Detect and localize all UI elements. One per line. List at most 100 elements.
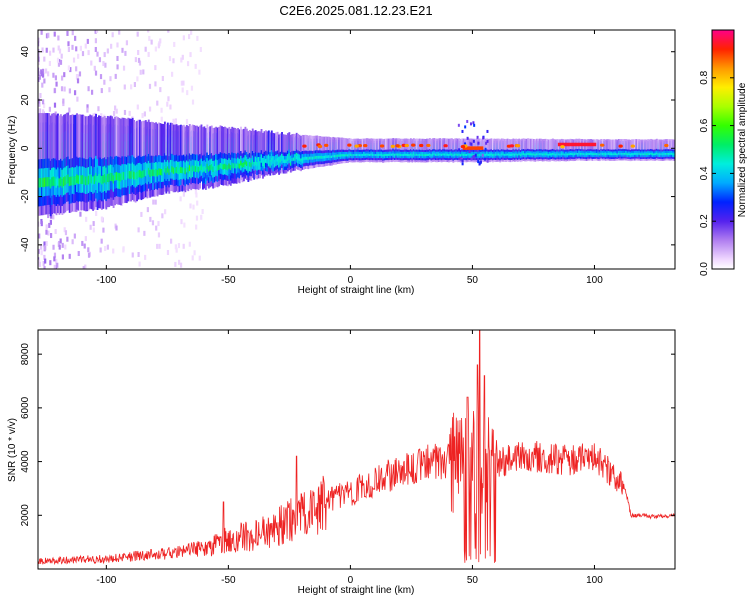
spectrogram-cell — [114, 105, 117, 111]
spectrogram-cell — [609, 139, 611, 150]
spectrogram-cell — [141, 113, 144, 119]
spectrogram-cell — [166, 101, 169, 107]
spectrogram-cell — [245, 128, 248, 153]
spectrogram-cell — [106, 244, 109, 250]
spectrogram-cell — [461, 129, 464, 133]
spectrogram-cell — [139, 69, 142, 75]
spectrogram-cell — [40, 221, 43, 227]
spectrogram-cell — [279, 133, 282, 152]
spectrogram-cell — [632, 139, 635, 150]
spectrogram-cell — [100, 88, 103, 94]
x-tick-label: -50 — [221, 575, 236, 586]
spectrogram-cell — [234, 127, 237, 154]
spectrogram-cell — [376, 138, 379, 150]
spectrogram-cell — [455, 138, 458, 150]
spectrogram-peak-cell — [618, 144, 623, 148]
spectrogram-cell — [137, 252, 140, 258]
spectrogram-cell — [631, 139, 633, 150]
spectrogram-cell — [197, 126, 200, 156]
spectrogram-cell — [216, 127, 219, 155]
spectrogram-cell — [311, 135, 314, 151]
spectrogram-cell — [115, 225, 118, 231]
spectrogram-cell — [170, 238, 173, 244]
spectrogram-cell — [448, 138, 450, 150]
spectrogram-cell — [266, 131, 269, 152]
spectrogram-cell — [83, 115, 86, 159]
spectrogram-peak-cell — [354, 144, 359, 148]
spectrogram-cell — [371, 138, 374, 150]
spectrogram-cell — [116, 55, 119, 61]
spectrogram-cell — [477, 141, 480, 145]
spectrogram-cell — [45, 229, 48, 235]
spectrogram-cell — [86, 107, 89, 113]
spectrogram-cell — [551, 138, 554, 149]
spectrogram-cell — [187, 126, 190, 156]
spectrogram-cell — [38, 59, 40, 65]
spectrogram-cell — [40, 30, 43, 35]
spectrogram-cell — [100, 238, 103, 244]
spectrogram-cell — [47, 32, 50, 38]
spectrogram-cell — [157, 221, 160, 227]
spectrogram-peak-cell — [419, 143, 424, 148]
spectrogram-cell — [553, 139, 556, 150]
spectrogram-cell — [38, 56, 40, 62]
spectrogram-cell — [63, 72, 66, 78]
spectrogram-cell — [44, 68, 48, 74]
spectrogram-cell — [486, 159, 489, 163]
spectrogram-cell — [344, 138, 346, 150]
spectrogram-hot-cell — [566, 142, 570, 147]
spectrogram-cell — [253, 130, 256, 154]
spectrogram-cell — [215, 126, 218, 154]
spectrogram-hot-cell — [569, 142, 573, 147]
spectrogram-cell — [175, 124, 178, 155]
spectrogram-peak-cell — [509, 144, 515, 148]
spectrogram-cell — [332, 136, 335, 150]
spectrogram-cell — [103, 116, 106, 158]
spectrogram-cell — [77, 114, 80, 158]
spectrogram-cell — [424, 138, 427, 151]
spectrogram-cell — [60, 53, 63, 59]
spectrogram-cell — [335, 137, 338, 151]
spectrogram-cell — [341, 137, 343, 150]
colorbar-tick-label: 0.6 — [699, 118, 710, 132]
x-tick-label: -100 — [96, 575, 116, 586]
spectrogram-hot-cell — [572, 142, 576, 147]
spectrogram-cell — [155, 225, 158, 231]
spectrogram-cell — [181, 125, 184, 156]
spectrogram-cell — [179, 196, 182, 202]
spectrogram-cell — [185, 124, 188, 155]
spectrogram-cell — [166, 122, 169, 154]
spectrogram-cell — [174, 119, 177, 125]
spectrogram-cell — [250, 130, 253, 154]
spectrogram-cell — [160, 107, 163, 113]
spectrogram-cell — [635, 139, 638, 150]
spectrogram-cell — [158, 243, 161, 249]
spectrogram-cell — [43, 78, 46, 84]
spectrogram-cell — [338, 137, 341, 150]
spectrogram-cell — [486, 129, 489, 133]
spectrogram-cell — [148, 83, 152, 89]
spectrogram-cell — [191, 99, 195, 105]
spectrogram-cell — [186, 90, 189, 96]
spectrogram-hot-cell — [465, 146, 469, 150]
spectrogram-cell — [38, 108, 41, 114]
spectrogram-cell — [206, 124, 209, 153]
spectrogram-cell — [598, 139, 601, 150]
spectrogram-cell — [663, 139, 666, 150]
spectrogram-cell — [94, 38, 98, 44]
spectrogram-cell — [657, 139, 660, 150]
spectrogram-cell — [373, 138, 376, 150]
spectrogram-cell — [423, 138, 425, 150]
spectrogram-cell — [398, 138, 401, 150]
spectrogram-cell — [173, 41, 176, 47]
spectrogram-cell — [481, 138, 484, 150]
spectrogram-cell — [53, 31, 56, 37]
spectrogram-cell — [92, 113, 95, 119]
spectrogram-cell — [55, 115, 58, 161]
spectrogram-cell — [395, 138, 398, 150]
spectrogram-cell — [626, 139, 629, 150]
spectrogram-cell — [496, 138, 499, 150]
spectrogram-cell — [52, 72, 55, 78]
spectrogram-cell — [59, 238, 62, 244]
spectrogram-cell — [241, 129, 244, 154]
